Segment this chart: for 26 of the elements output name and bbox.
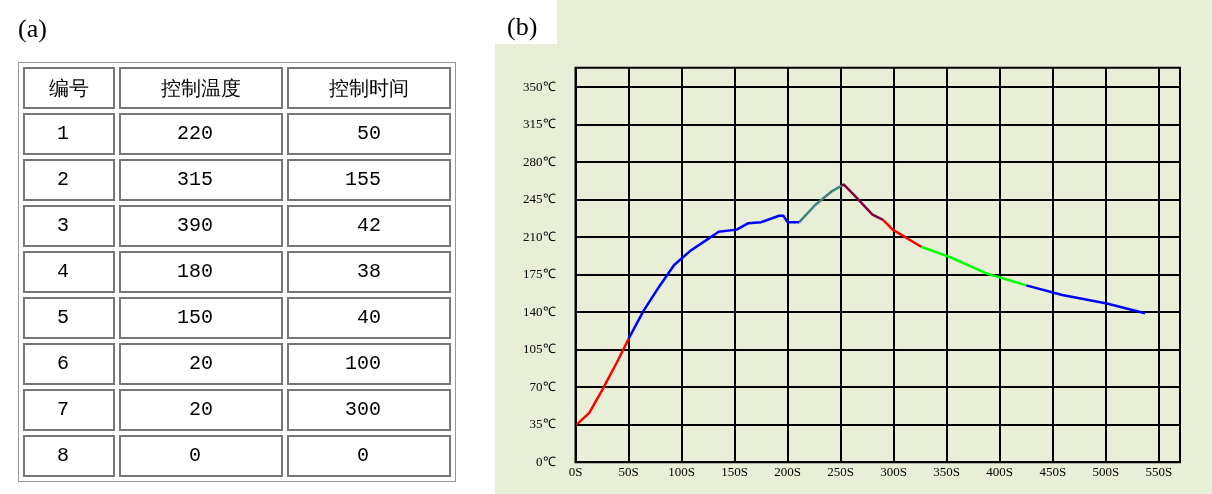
x-tick-label: 500S [1092,464,1120,480]
x-tick-label: 250S [827,464,854,480]
x-tick-label: 50S [618,464,639,480]
y-tick-label: 280℃ [523,153,556,169]
y-tick-label: 245℃ [523,191,556,207]
y-tick-label: 350℃ [523,78,556,94]
table-frame: 编号 控制温度 控制时间 1 220 50 2 315 155 3 390 42 4 180 38 5 150 40 6 20 100 7 20 300 8 0 0 [18,62,456,482]
y-tick-label: 35℃ [529,416,556,432]
text: (a) [18,14,47,44]
chart-title: (b) [495,0,557,44]
y-tick-label: 210℃ [523,228,556,244]
x-tick-label: 550S [1145,464,1173,480]
y-tick-label: 0℃ [536,453,556,469]
y-tick-label: 315℃ [523,116,556,132]
x-tick-label: 350S [933,464,961,480]
x-tick-label: 300S [880,464,908,480]
x-tick-label: 0S [568,464,583,480]
x-tick-label: 100S [668,464,695,480]
x-tick-label: 150S [721,464,748,480]
y-tick-label: 140℃ [523,303,556,319]
x-tick-label: 400S [986,464,1014,480]
y-tick-label: 175℃ [523,266,556,282]
x-tick-label: 200S [774,464,801,480]
y-tick-label: 70℃ [529,378,556,394]
x-tick-label: 450S [1039,464,1067,480]
y-tick-label: 105℃ [523,341,556,357]
